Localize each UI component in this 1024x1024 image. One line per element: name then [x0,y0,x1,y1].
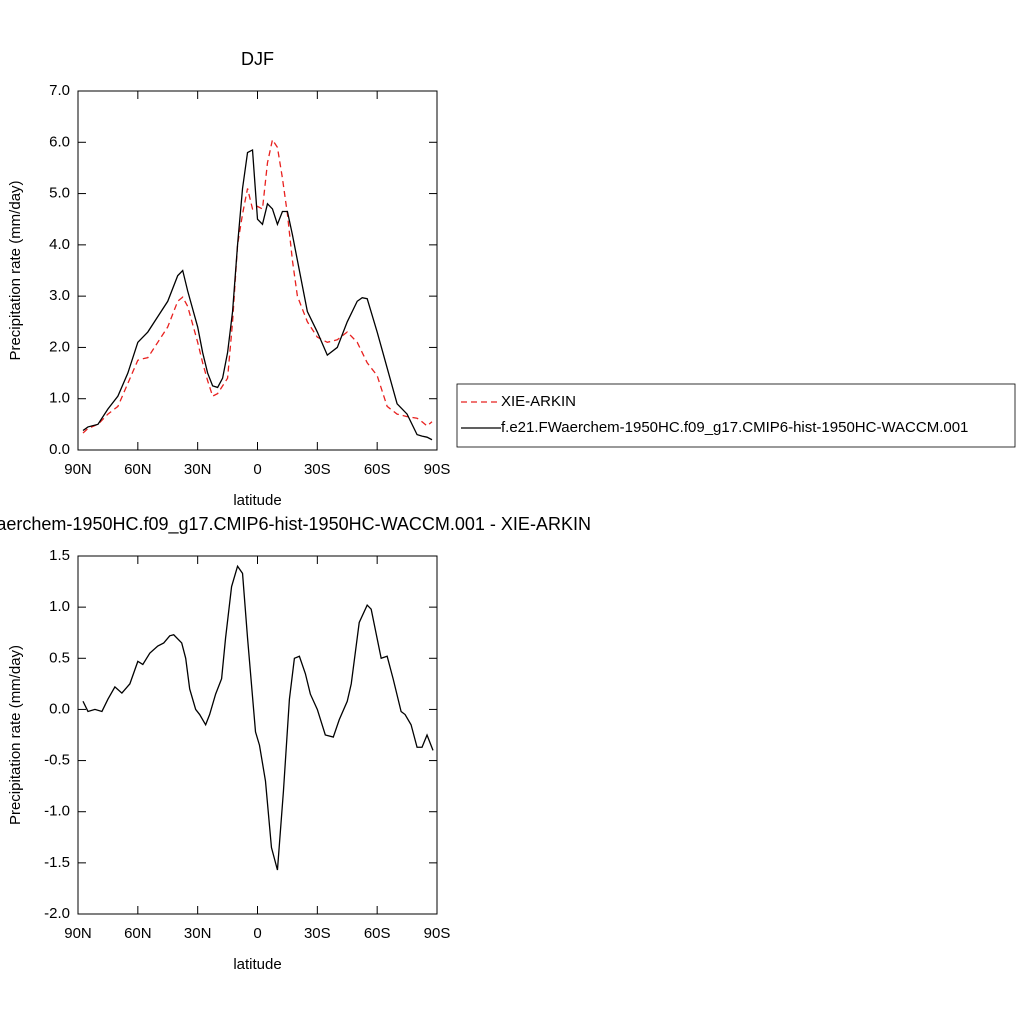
data-line [82,564,434,871]
x-tick-label: 60N [124,925,152,942]
x-axis-label: latitude [233,492,281,509]
chart-title: DJF [241,49,274,69]
y-tick-label: 1.0 [49,598,70,615]
x-axis-label: latitude [233,956,281,973]
x-tick-label: 0 [253,461,261,478]
y-tick-label: 1.5 [49,547,70,564]
y-tick-label: -2.0 [44,905,70,922]
x-tick-label: 0 [253,925,261,942]
plot-frame [77,90,438,451]
data-line [82,148,433,441]
y-tick-label: 1.0 [49,390,70,407]
chart-title: f.e21.FWaerchem-1950HC.f09_g17.CMIP6-his… [0,514,591,535]
x-tick-label: 30S [304,461,331,478]
legend-label: XIE-ARKIN [501,393,576,410]
x-tick-label: 30N [184,925,212,942]
x-tick-label: 30S [304,925,331,942]
legend-label: f.e21.FWaerchem-1950HC.f09_g17.CMIP6-his… [501,419,968,436]
x-tick-label: 90N [64,925,92,942]
x-tick-label: 60N [124,461,152,478]
y-tick-label: 0.5 [49,649,70,666]
y-tick-label: 0.0 [49,441,70,458]
x-tick-label: 60S [364,461,391,478]
x-tick-label: 60S [364,925,391,942]
y-tick-label: -0.5 [44,752,70,769]
legend-box [456,383,1016,448]
y-axis-label: Precipitation rate (mm/day) [7,645,24,825]
y-tick-label: 4.0 [49,236,70,253]
y-tick-label: 0.0 [49,700,70,717]
x-tick-label: 90N [64,461,92,478]
y-tick-label: 3.0 [49,287,70,304]
y-tick-label: 2.0 [49,338,70,355]
y-tick-label: 6.0 [49,133,70,150]
y-tick-label: 5.0 [49,185,70,202]
x-tick-label: 30N [184,461,212,478]
y-tick-label: -1.0 [44,803,70,820]
y-tick-label: -1.5 [44,854,70,871]
x-tick-label: 90S [424,461,451,478]
y-tick-label: 7.0 [49,82,70,99]
plot-frame [77,555,438,915]
y-axis-label: Precipitation rate (mm/day) [7,180,24,360]
x-tick-label: 90S [424,925,451,942]
data-line [82,138,433,434]
